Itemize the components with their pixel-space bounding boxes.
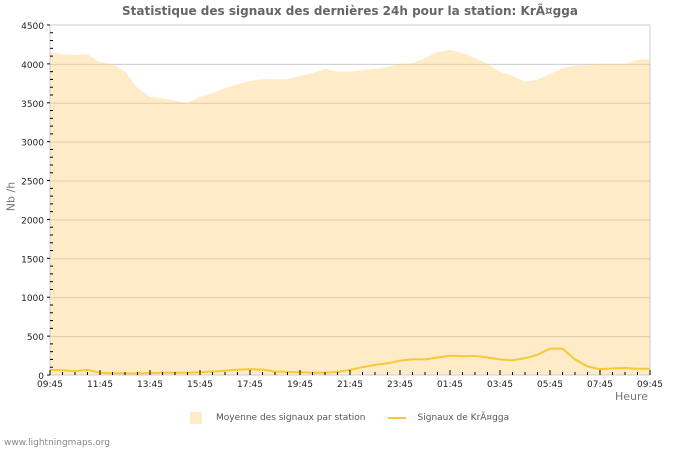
legend-line-swatch — [387, 417, 406, 419]
y-tick-label: 0 — [38, 372, 44, 382]
x-tick-label: 21:45 — [337, 380, 363, 390]
x-tick-label: 05:45 — [537, 380, 563, 390]
y-tick-label: 1500 — [21, 255, 44, 265]
x-tick-label: 09:45 — [637, 380, 663, 390]
y-tick-label: 3500 — [21, 100, 44, 110]
x-tick-label: 15:45 — [187, 380, 213, 390]
x-tick-label: 01:45 — [437, 380, 463, 390]
x-tick-label: 11:45 — [87, 380, 113, 390]
footer-link[interactable]: www.lightningmaps.org — [4, 438, 110, 448]
x-tick-label: 13:45 — [137, 380, 163, 390]
legend-line-label: Signaux de KrÃ¤gga — [417, 413, 510, 423]
legend: Moyenne des signaux par station Signaux … — [190, 412, 509, 424]
x-tick-label: 07:45 — [587, 380, 613, 390]
y-axis-label: Nb /h — [4, 181, 18, 212]
legend-area-swatch — [190, 412, 202, 424]
x-axis: 09:45 11:45 13:45 15:45 17:45 19:45 21:45 23:45… — [37, 370, 663, 390]
legend-area-label: Moyenne des signaux par station — [216, 413, 366, 423]
area-series-average — [50, 49, 650, 376]
x-tick-label: 23:45 — [387, 380, 413, 390]
y-tick-label: 4000 — [21, 61, 44, 71]
y-tick-label: 3000 — [21, 139, 44, 149]
y-tick-label: 1000 — [21, 294, 44, 304]
y-tick-label: 2000 — [21, 216, 44, 226]
x-tick-label: 09:45 — [37, 380, 63, 390]
y-tick-label: 4500 — [21, 22, 44, 32]
chart-title: Statistique des signaux des dernières 24… — [122, 4, 578, 18]
x-axis-label: Heure — [614, 390, 648, 403]
x-tick-label: 17:45 — [237, 380, 263, 390]
y-tick-label: 2500 — [21, 178, 44, 188]
y-tick-label: 500 — [27, 333, 44, 343]
x-tick-label: 03:45 — [487, 380, 513, 390]
y-axis: 0 500 1000 1500 2000 2500 3000 3500 4000 4500 — [21, 22, 53, 382]
x-tick-label: 19:45 — [287, 380, 313, 390]
